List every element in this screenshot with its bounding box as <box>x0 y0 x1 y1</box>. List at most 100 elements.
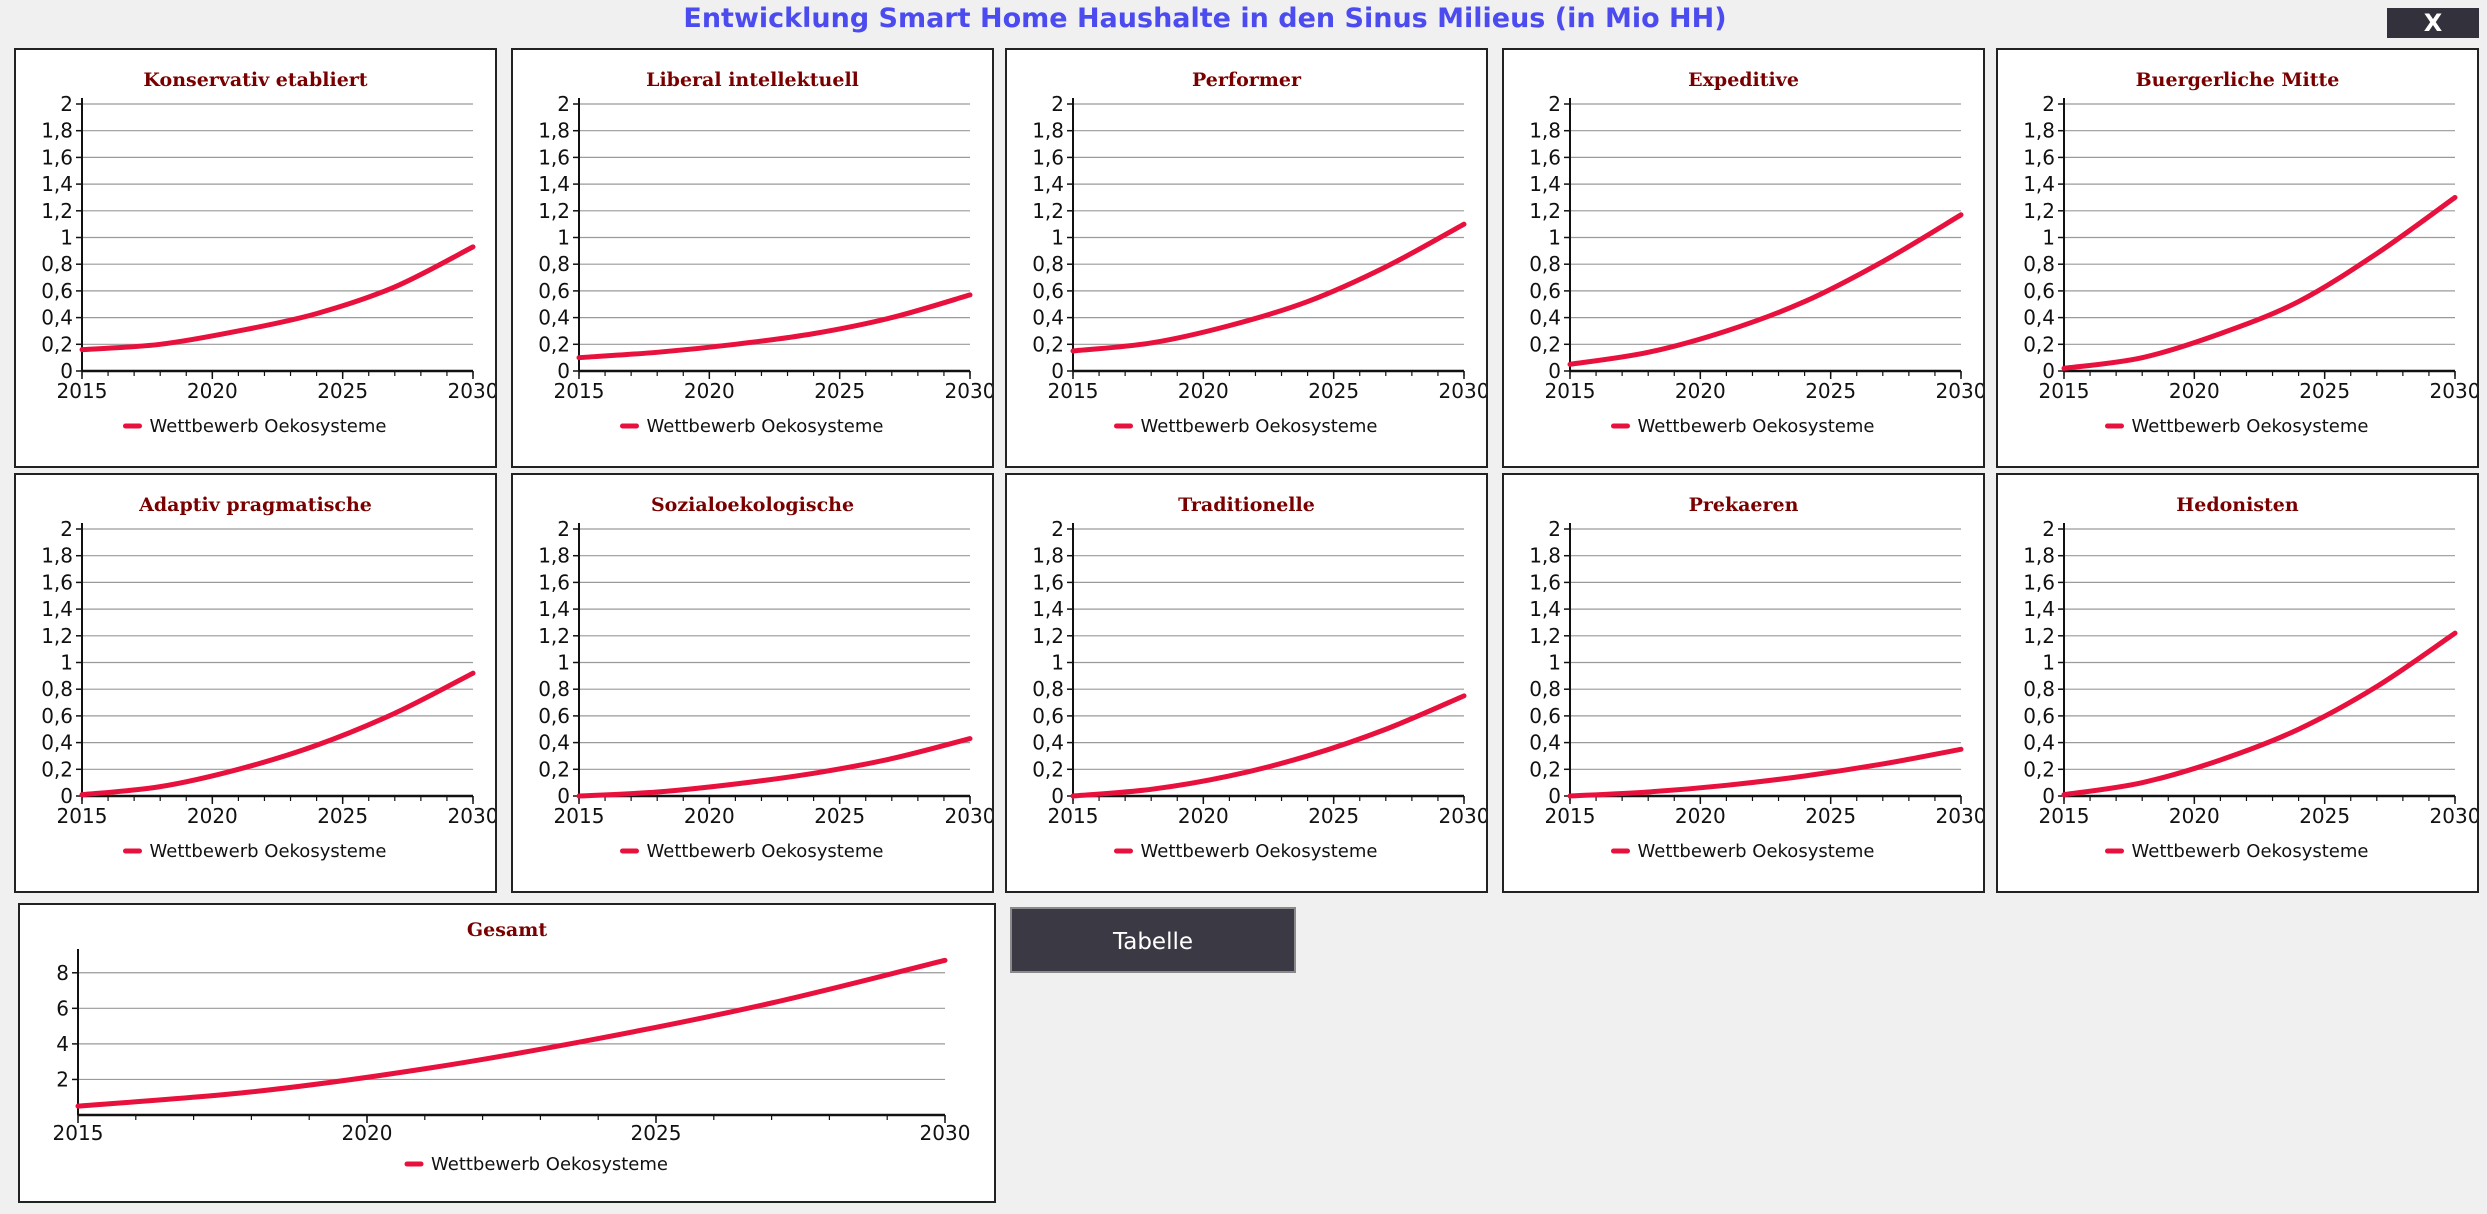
y-tick-label: 1,4 <box>1032 172 1064 196</box>
x-tick-label: 2020 <box>187 379 238 403</box>
x-tick-label: 2030 <box>448 379 495 403</box>
chart-title: Konservativ etabliert <box>143 69 368 91</box>
y-tick-label: 1,6 <box>1032 570 1064 594</box>
y-tick-label: 1,8 <box>41 544 73 568</box>
y-tick-label: 1 <box>1051 226 1064 250</box>
chart-svg: 0 0,20,4 0,6 0,81 1,2 1,4 1,61,8 2 2015 2020 2025 2… <box>1529 517 1983 862</box>
chart-title: Traditionelle <box>1178 494 1315 516</box>
y-tick-label: 0 <box>60 359 73 383</box>
y-tick-label: 0,8 <box>1529 677 1561 701</box>
y-tick-label: 1,8 <box>1529 544 1561 568</box>
y-tick-label: 1 <box>2042 226 2055 250</box>
legend-label: Wettbewerb Oekosysteme <box>1141 416 1378 437</box>
x-tick-label: 2025 <box>814 379 865 403</box>
y-tick-label: 1,8 <box>2023 119 2055 143</box>
legend-label: Wettbewerb Oekosysteme <box>1638 416 1875 437</box>
y-tick-label: 2 <box>557 92 570 116</box>
y-tick-label: 0,6 <box>538 279 570 303</box>
x-tick-label: 2020 <box>342 1121 393 1145</box>
y-tick-label: 0,4 <box>41 731 73 755</box>
y-tick-label: 0,8 <box>1032 677 1064 701</box>
y-tick-label: 1,2 <box>1529 199 1561 223</box>
x-tick-label: 2030 <box>945 804 992 828</box>
x-tick-label: 2025 <box>1308 379 1359 403</box>
chart-title: Prekaeren <box>1688 494 1799 516</box>
x-tick-label: 2020 <box>1675 804 1726 828</box>
close-button[interactable]: X <box>2387 8 2479 38</box>
legend-label: Wettbewerb Oekosysteme <box>647 841 884 862</box>
x-tick-label: 2015 <box>554 379 605 403</box>
y-tick-label: 1 <box>1051 651 1064 675</box>
x-tick-label: 2020 <box>1178 804 1229 828</box>
x-tick-label: 2025 <box>1308 804 1359 828</box>
y-tick-label: 0,8 <box>1032 252 1064 276</box>
x-tick-label: 2025 <box>814 804 865 828</box>
x-tick-label: 2020 <box>1178 379 1229 403</box>
y-tick-label: 0,6 <box>1529 704 1561 728</box>
y-tick-label: 1,4 <box>1032 597 1064 621</box>
y-tick-label: 0,4 <box>1032 731 1064 755</box>
chart-panel-prekaeren: Prekaeren 0 0,2 0,4 0,6 0,8 1 1,2 1,4 1,6 1,8 2 2015… <box>1502 473 1985 893</box>
x-tick-label: 2030 <box>945 379 992 403</box>
y-tick-label: 1,2 <box>41 199 73 223</box>
x-tick-label: 2015 <box>57 379 108 403</box>
y-tick-label: 2 <box>2042 517 2055 541</box>
y-tick-label: 1 <box>557 226 570 250</box>
y-tick-label: 1,4 <box>538 172 570 196</box>
y-tick-label: 1 <box>557 651 570 675</box>
series-line <box>2061 630 2458 798</box>
y-tick-label: 0,4 <box>1032 306 1064 330</box>
chart-svg: 0 0,20,4 0,6 0,81 1,2 1,4 1,61,8 2 2015 2020 2025 2… <box>538 92 992 437</box>
y-tick-label: 0,2 <box>2023 757 2055 781</box>
chart-panel-performer: Performer 0 0,2 0,4 0,6 0,8 1 1,2 1,4 1,6 1,8 2 2015… <box>1005 48 1488 468</box>
y-tick-label: 1,6 <box>41 570 73 594</box>
x-tick-label: 2020 <box>684 379 735 403</box>
y-tick-label: 0,8 <box>41 677 73 701</box>
y-tick-label: 1,8 <box>2023 544 2055 568</box>
chart-svg: 0 0,20,4 0,6 0,81 1,2 1,4 1,61,8 2 2015 2020 2025 2… <box>41 92 495 437</box>
x-tick-label: 2020 <box>2169 804 2220 828</box>
y-tick-label: 1,8 <box>1032 119 1064 143</box>
y-tick-label: 1,2 <box>2023 199 2055 223</box>
y-tick-label: 0,4 <box>538 306 570 330</box>
legend-label: Wettbewerb Oekosysteme <box>431 1154 668 1175</box>
y-tick-label: 2 <box>60 517 73 541</box>
y-tick-label: 1,8 <box>538 119 570 143</box>
y-tick-label: 0 <box>1051 359 1064 383</box>
x-tick-label: 2030 <box>1936 804 1983 828</box>
y-tick-label: 1,8 <box>41 119 73 143</box>
table-button[interactable]: Tabelle <box>1010 907 1296 973</box>
chart-svg: 0 0,20,4 0,6 0,81 1,2 1,4 1,61,8 2 2015 2020 2025 2… <box>2023 92 2477 437</box>
chart-svg: 0 0,20,4 0,6 0,81 1,2 1,4 1,61,8 2 2015 2020 2025 2… <box>2023 517 2477 862</box>
chart-title: Adaptiv pragmatische <box>139 494 372 516</box>
x-tick-label: 2025 <box>1805 379 1856 403</box>
y-tick-label: 0,6 <box>1529 279 1561 303</box>
y-tick-label: 1,2 <box>1032 624 1064 648</box>
y-tick-label: 0,8 <box>1529 252 1561 276</box>
legend-label: Wettbewerb Oekosysteme <box>150 841 387 862</box>
chart-svg: 2 4 6 8 2015 2020 2025 2030 Wettbewerb Oekosyste… <box>53 949 970 1175</box>
x-tick-label: 2025 <box>2299 379 2350 403</box>
chart-svg: 0 0,20,4 0,6 0,81 1,2 1,4 1,61,8 2 2015 2020 2025 2… <box>1032 517 1486 862</box>
y-tick-label: 8 <box>56 961 69 985</box>
y-tick-label: 0 <box>2042 359 2055 383</box>
chart-svg: 0 0,20,4 0,6 0,81 1,2 1,4 1,61,8 2 2015 2020 2025 2… <box>41 517 495 862</box>
chart-svg: 0 0,20,4 0,6 0,81 1,2 1,4 1,61,8 2 2015 2020 2025 2… <box>1032 92 1486 437</box>
series-line <box>79 244 476 353</box>
legend-label: Wettbewerb Oekosysteme <box>647 416 884 437</box>
y-tick-label: 0,8 <box>2023 677 2055 701</box>
x-tick-label: 2015 <box>1545 379 1596 403</box>
y-tick-label: 0,6 <box>2023 279 2055 303</box>
y-tick-label: 2 <box>1548 92 1561 116</box>
y-tick-label: 0 <box>557 359 570 383</box>
x-tick-label: 2015 <box>1545 804 1596 828</box>
x-tick-label: 2020 <box>1675 379 1726 403</box>
chart-title: Buergerliche Mitte <box>2135 69 2340 91</box>
legend-label: Wettbewerb Oekosysteme <box>1638 841 1875 862</box>
y-tick-label: 1,4 <box>538 597 570 621</box>
y-tick-label: 0,6 <box>2023 704 2055 728</box>
y-tick-label: 0,4 <box>538 731 570 755</box>
x-tick-label: 2015 <box>1048 379 1099 403</box>
y-tick-label: 2 <box>2042 92 2055 116</box>
chart-title: Expeditive <box>1688 69 1799 91</box>
